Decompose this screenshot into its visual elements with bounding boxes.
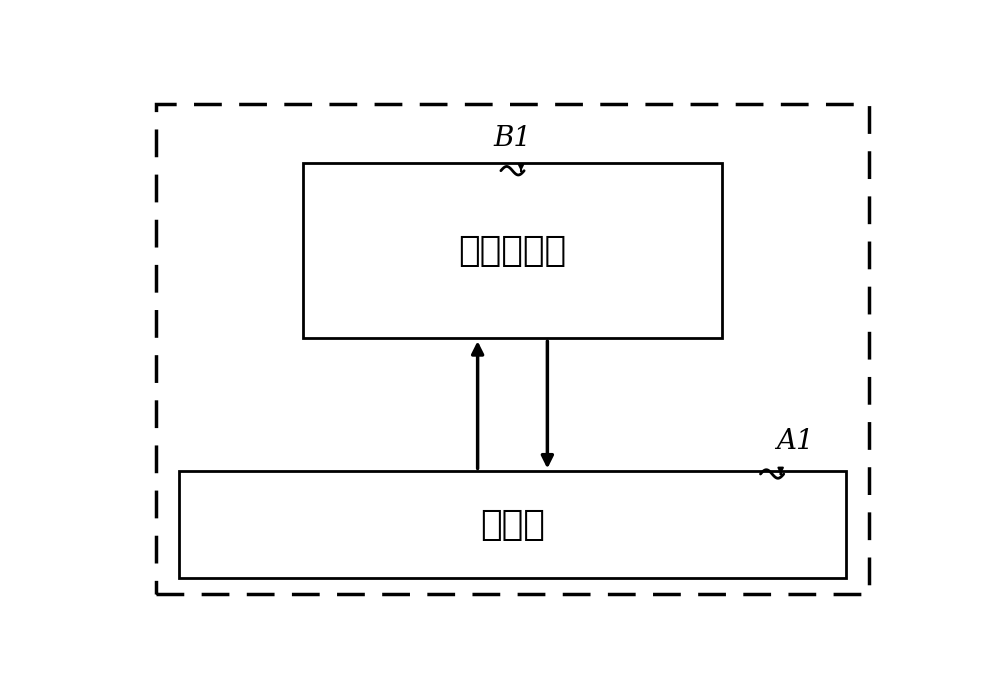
Text: A1: A1 xyxy=(776,428,814,455)
Bar xyxy=(303,162,722,339)
Bar xyxy=(179,471,846,578)
Text: B1: B1 xyxy=(494,125,532,152)
Text: 客户端设备: 客户端设备 xyxy=(458,234,567,267)
Text: 服务器: 服务器 xyxy=(480,507,545,542)
